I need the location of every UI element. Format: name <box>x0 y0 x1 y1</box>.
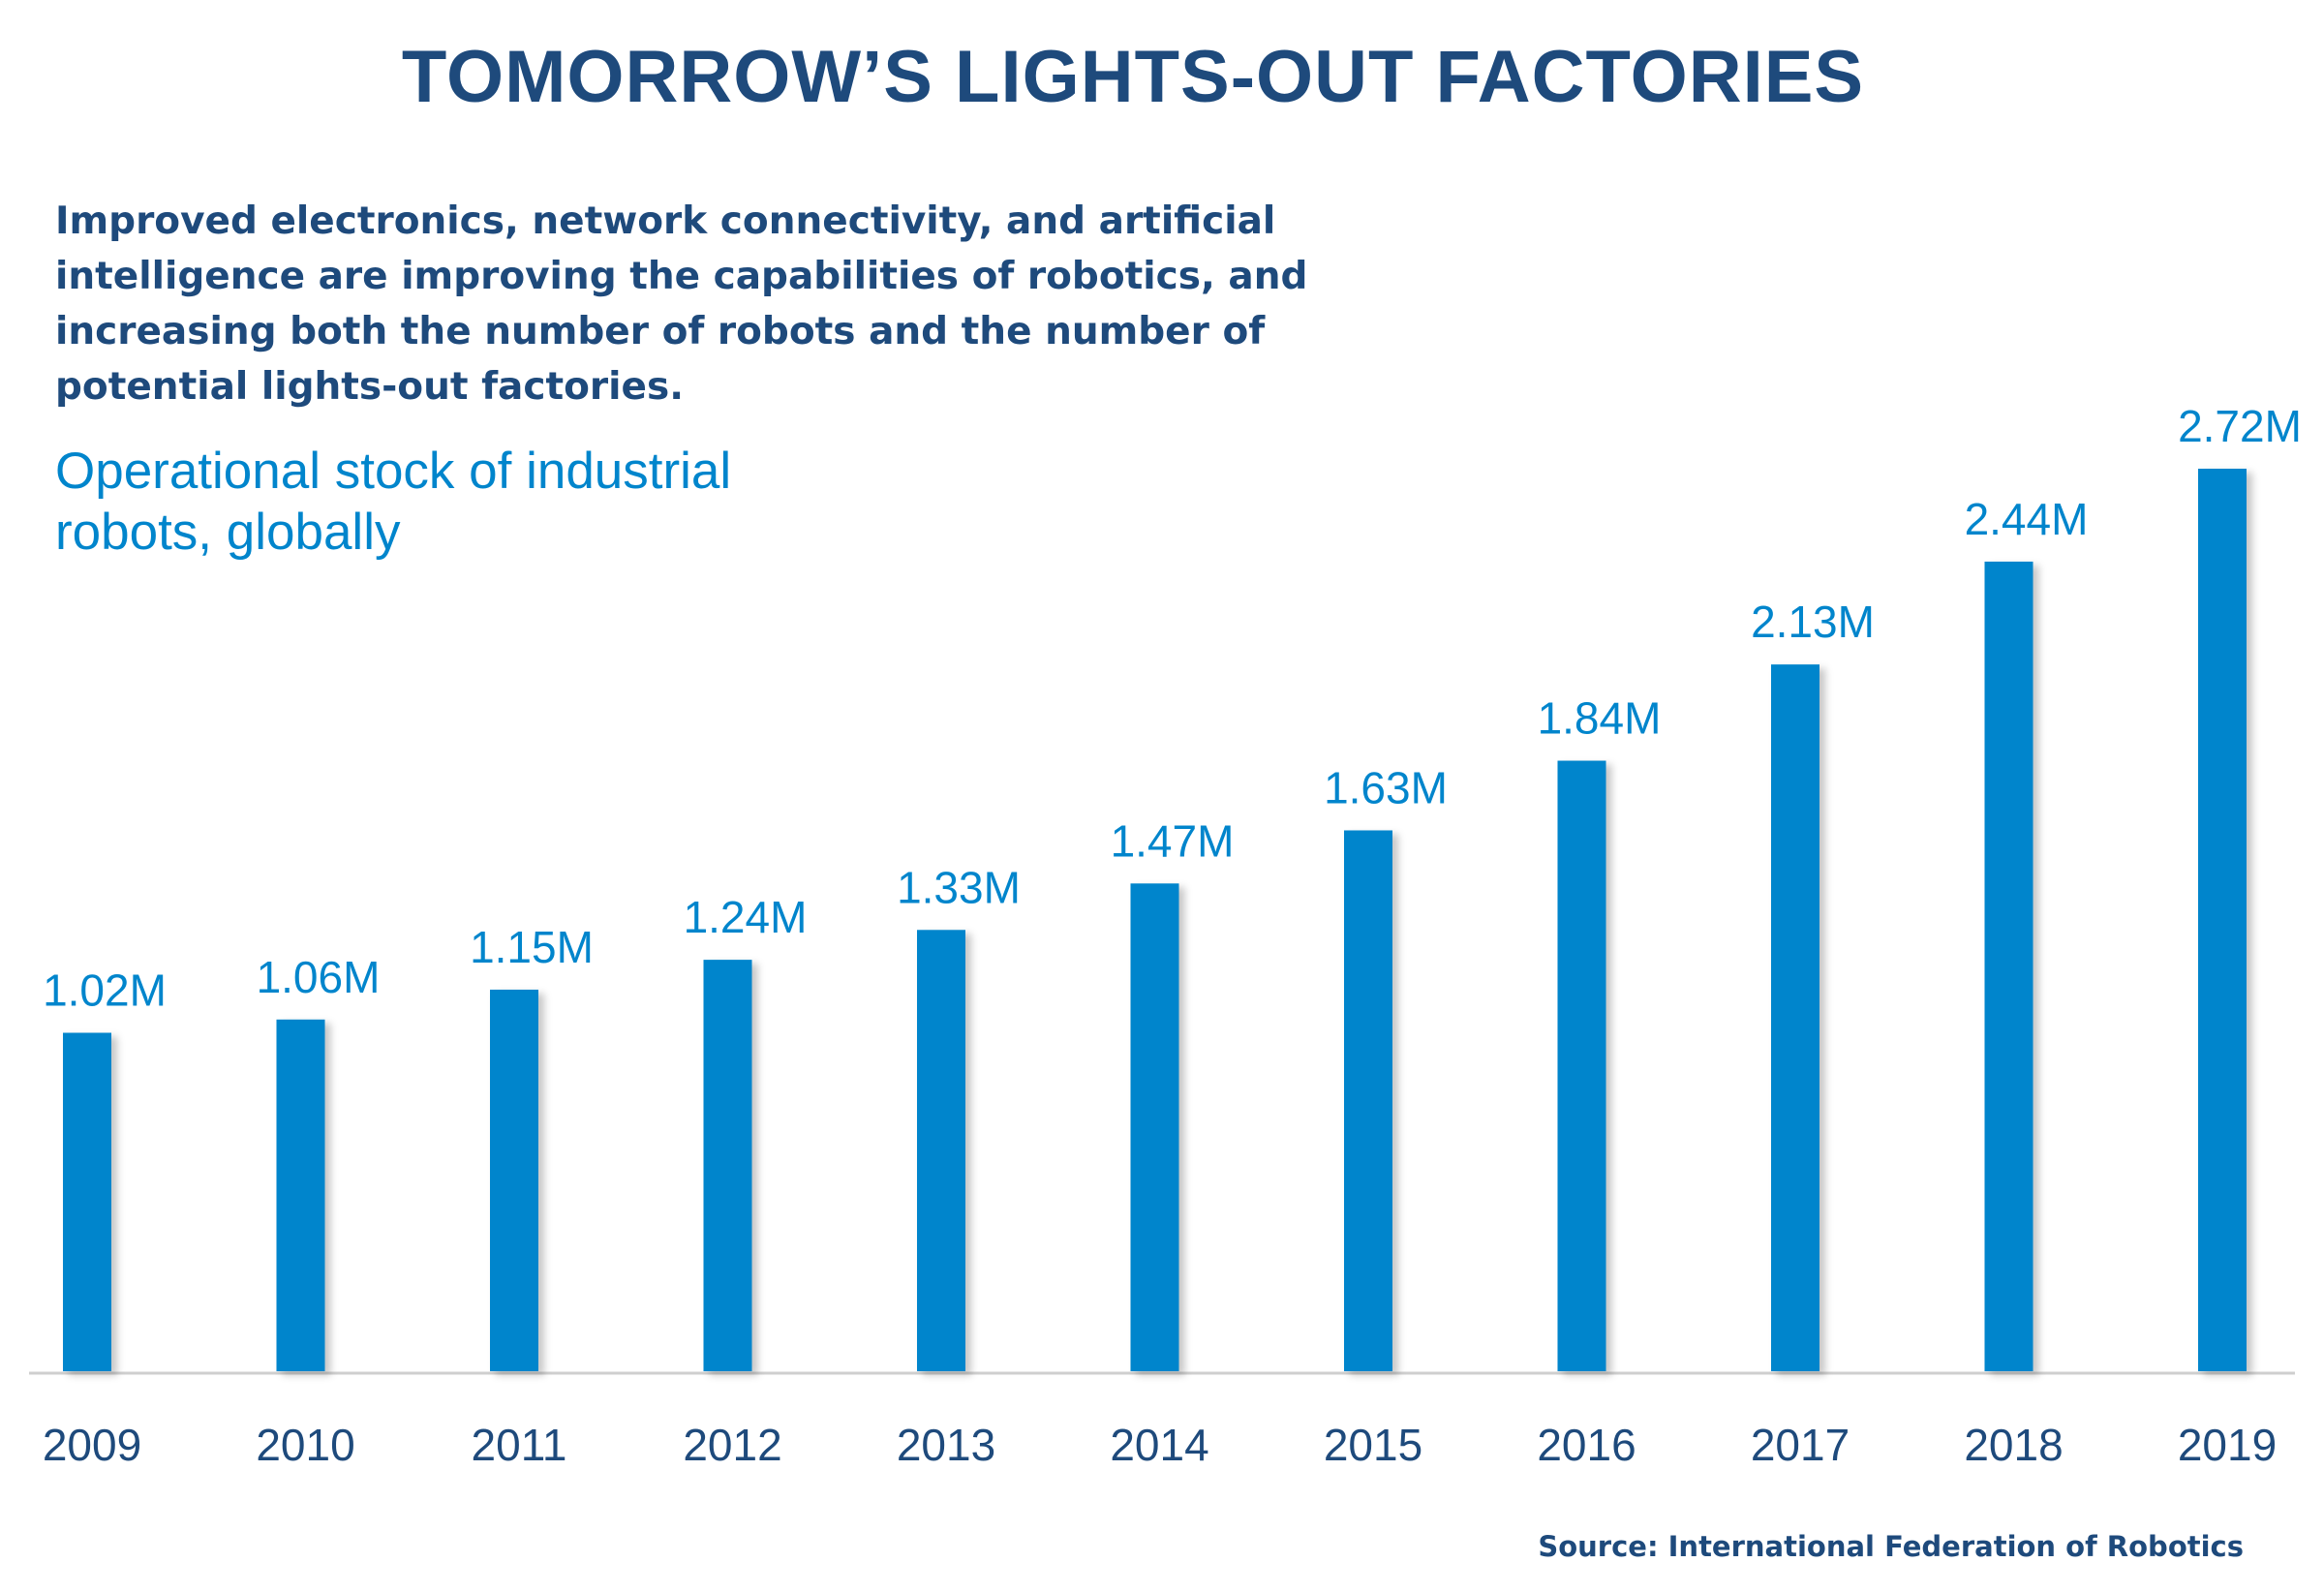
value-label-2019: 2.72M <box>2178 401 2302 451</box>
bar-2010 <box>276 1019 325 1371</box>
value-label-2010: 1.06M <box>257 952 381 1002</box>
source-note: Source: International Federation of Robo… <box>1538 1530 2244 1563</box>
bar-2019 <box>2198 469 2247 1371</box>
page-title: TOMORROW’S LIGHTS-OUT FACTORIES <box>401 36 1865 118</box>
x-tick-label-2015: 2015 <box>1324 1420 1422 1470</box>
x-tick-label-2011: 2011 <box>472 1420 567 1470</box>
bar-2014 <box>1130 883 1179 1371</box>
x-tick-label-2010: 2010 <box>256 1420 354 1470</box>
bar-2017 <box>1771 664 1819 1371</box>
bar-2011 <box>490 989 538 1371</box>
bar-2013 <box>917 930 965 1371</box>
value-label-2018: 2.44M <box>1965 494 2089 544</box>
bar-2012 <box>703 960 752 1371</box>
value-label-2013: 1.33M <box>897 862 1021 912</box>
chart-title: Operational stock of industrial robots, … <box>55 443 732 561</box>
x-tick-label-2009: 2009 <box>43 1420 141 1470</box>
value-label-2017: 2.13M <box>1751 597 1875 647</box>
value-label-2012: 1.24M <box>684 892 808 942</box>
x-tick-label-2014: 2014 <box>1110 1420 1208 1470</box>
value-label-2014: 1.47M <box>1111 815 1235 866</box>
x-tick-label-2019: 2019 <box>2178 1420 2277 1470</box>
chart-description: Improved electronics, network connectivi… <box>55 199 1308 409</box>
bar-2015 <box>1344 830 1392 1371</box>
x-tick-label-2017: 2017 <box>1751 1420 1850 1470</box>
value-label-2016: 1.84M <box>1538 693 1662 744</box>
value-label-2015: 1.63M <box>1324 762 1448 812</box>
x-tick-label-2018: 2018 <box>1964 1420 2063 1470</box>
x-tick-label-2016: 2016 <box>1537 1420 1636 1470</box>
x-tick-label-2012: 2012 <box>683 1420 781 1470</box>
bar-2018 <box>1984 561 2034 1371</box>
bar-2016 <box>1557 760 1606 1371</box>
value-label-2011: 1.15M <box>470 922 594 972</box>
bar-2009 <box>63 1032 111 1371</box>
value-label-2009: 1.02M <box>43 965 167 1016</box>
x-tick-label-2013: 2013 <box>897 1420 995 1470</box>
